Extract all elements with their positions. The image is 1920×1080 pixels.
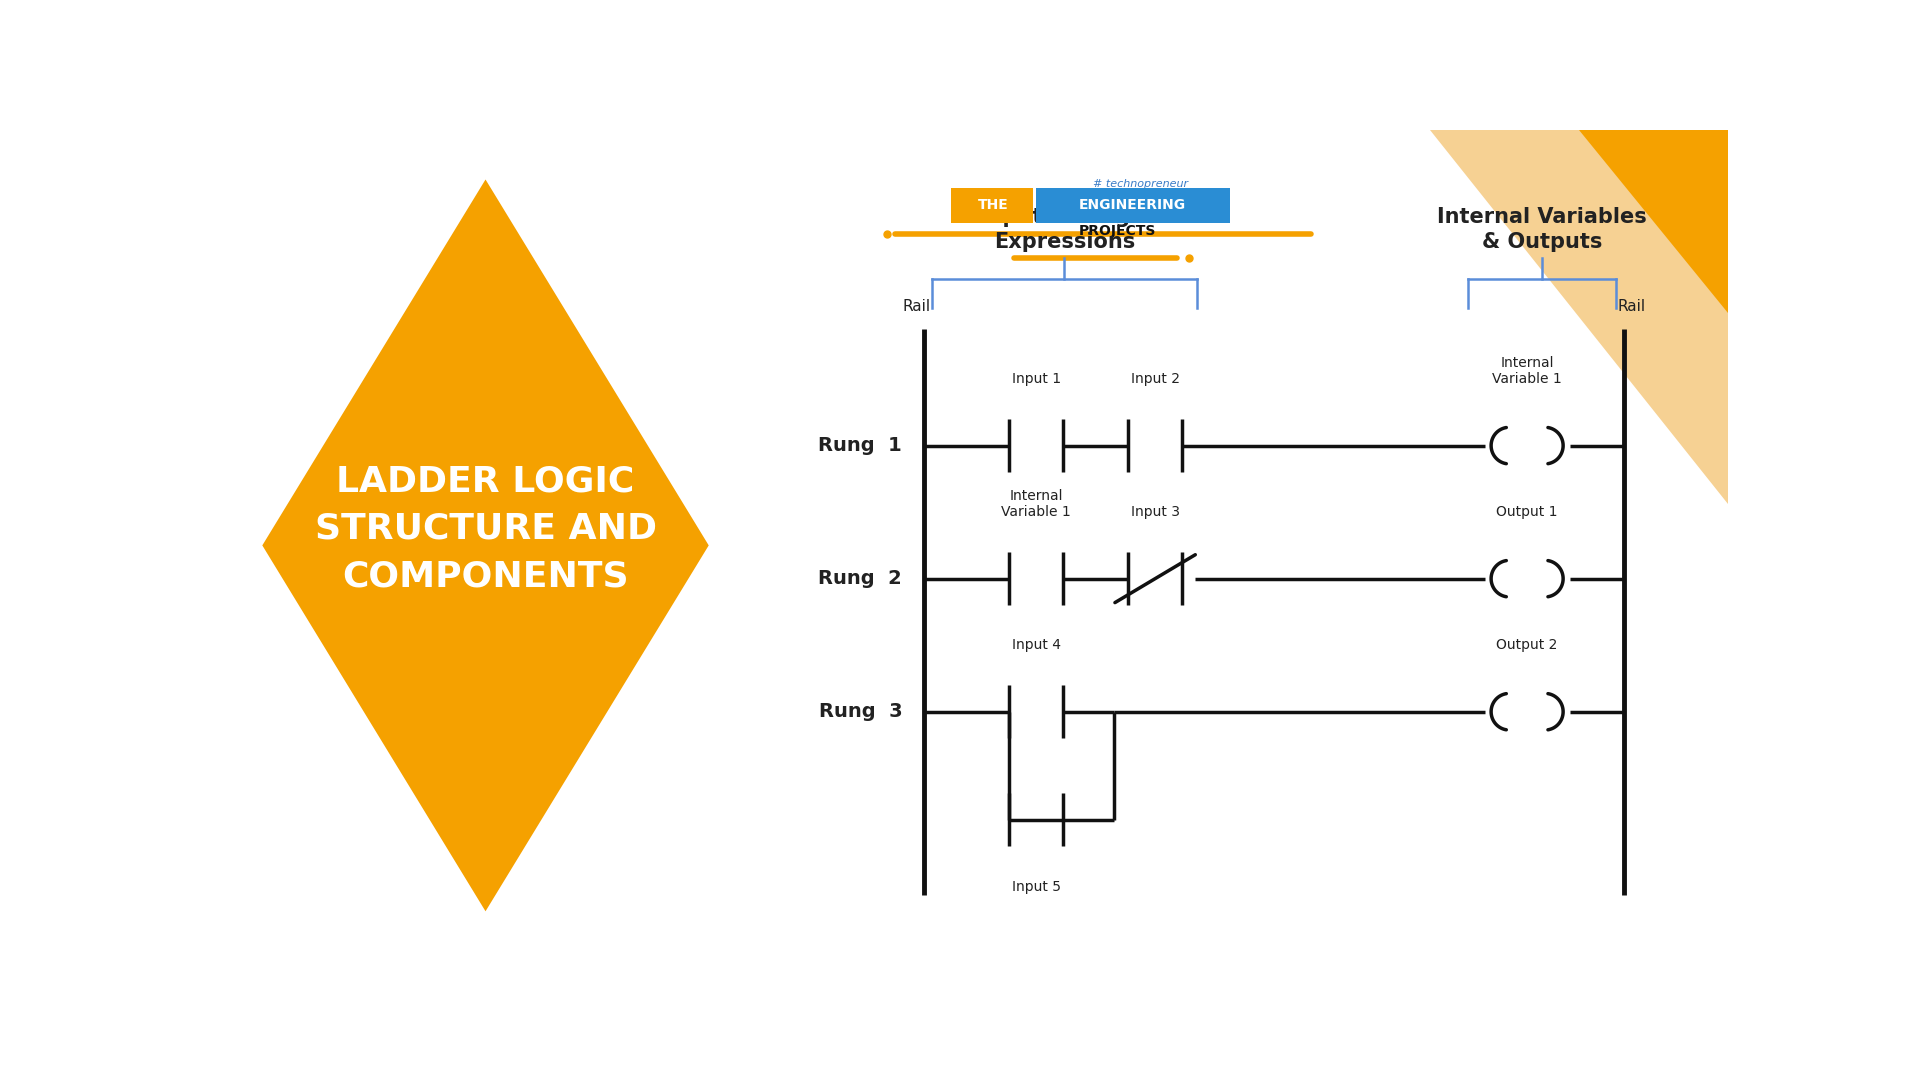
Text: Input 2: Input 2 [1131,372,1179,386]
Text: Input 1: Input 1 [1012,372,1060,386]
Text: THE: THE [977,199,1008,213]
Text: PROJECTS: PROJECTS [1079,224,1156,238]
Text: Internal
Variable 1: Internal Variable 1 [1492,355,1563,386]
Polygon shape [263,179,708,912]
Text: Input 4: Input 4 [1012,638,1060,652]
Polygon shape [1578,130,1728,312]
Text: Rail: Rail [902,299,931,314]
Text: # technopreneur: # technopreneur [1092,178,1188,189]
Text: Internal Variables
& Outputs: Internal Variables & Outputs [1438,207,1647,252]
FancyBboxPatch shape [1037,188,1229,222]
Text: Internal
Variable 1: Internal Variable 1 [1000,488,1071,518]
Text: Input 5: Input 5 [1012,880,1060,894]
Text: LADDER LOGIC
STRUCTURE AND
COMPONENTS: LADDER LOGIC STRUCTURE AND COMPONENTS [315,464,657,593]
Text: Rung  1: Rung 1 [818,436,902,455]
Text: Inputs & Logic
Expressions: Inputs & Logic Expressions [979,207,1150,252]
FancyBboxPatch shape [950,188,1033,222]
Text: Input 3: Input 3 [1131,504,1179,518]
Text: Rung  2: Rung 2 [818,569,902,589]
Polygon shape [1430,130,1728,503]
Text: Output 1: Output 1 [1496,504,1557,518]
Text: ENGINEERING: ENGINEERING [1079,199,1187,213]
Text: Rail: Rail [1617,299,1645,314]
Text: Rung  3: Rung 3 [818,702,902,721]
Text: Output 2: Output 2 [1496,638,1557,652]
